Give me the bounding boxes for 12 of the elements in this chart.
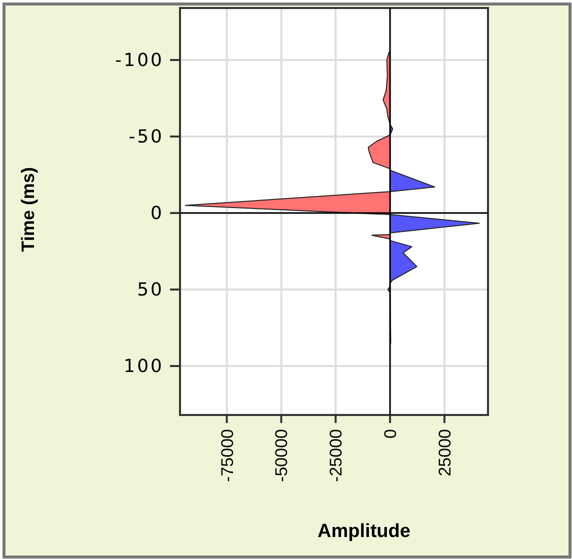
y-tick-label: -50	[128, 126, 164, 148]
x-tick-label: -75000	[218, 429, 237, 482]
x-axis-title: Amplitude	[318, 521, 410, 542]
x-tick-label: -25000	[326, 429, 346, 482]
y-tick-label: 100	[124, 356, 164, 377]
x-tick-label: 0	[381, 429, 400, 438]
y-axis-title: Time (ms)	[18, 167, 38, 252]
y-tick-label: 50	[137, 279, 164, 300]
x-tick-label: 25000	[435, 429, 454, 476]
x-tick-label: -50000	[272, 429, 292, 482]
y-tick-label: -100	[115, 50, 164, 71]
y-tick-label: 0	[150, 202, 164, 224]
